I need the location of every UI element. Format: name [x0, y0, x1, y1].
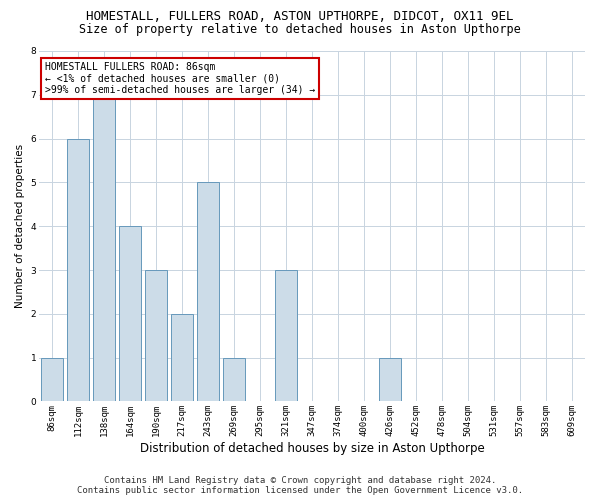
Bar	[145, 270, 167, 402]
Text: Contains HM Land Registry data © Crown copyright and database right 2024.
Contai: Contains HM Land Registry data © Crown c…	[77, 476, 523, 495]
Bar	[275, 270, 297, 402]
X-axis label: Distribution of detached houses by size in Aston Upthorpe: Distribution of detached houses by size …	[140, 442, 484, 455]
Bar	[119, 226, 141, 402]
Bar	[67, 138, 89, 402]
Bar	[223, 358, 245, 402]
Text: HOMESTALL FULLERS ROAD: 86sqm
← <1% of detached houses are smaller (0)
>99% of s: HOMESTALL FULLERS ROAD: 86sqm ← <1% of d…	[44, 62, 315, 94]
Bar	[93, 95, 115, 402]
Bar	[197, 182, 219, 402]
Bar	[41, 358, 63, 402]
Bar	[379, 358, 401, 402]
Text: HOMESTALL, FULLERS ROAD, ASTON UPTHORPE, DIDCOT, OX11 9EL: HOMESTALL, FULLERS ROAD, ASTON UPTHORPE,…	[86, 10, 514, 23]
Text: Size of property relative to detached houses in Aston Upthorpe: Size of property relative to detached ho…	[79, 22, 521, 36]
Bar	[171, 314, 193, 402]
Y-axis label: Number of detached properties: Number of detached properties	[15, 144, 25, 308]
